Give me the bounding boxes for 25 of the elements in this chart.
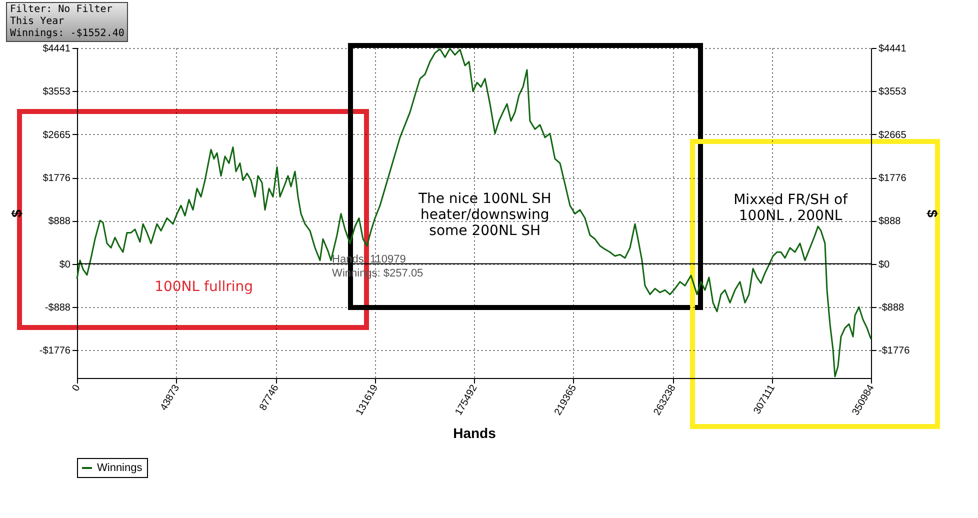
y-axis-title: $: [8, 209, 24, 218]
annotation: 100NL fullring: [154, 279, 254, 296]
y2-tick-label: -$888: [878, 302, 905, 314]
y2-tick-label: $0: [878, 259, 890, 270]
y2-tick-label: $2665: [878, 130, 907, 141]
y-tick-label: $4441: [42, 44, 71, 54]
y-tick-label: $0: [59, 259, 71, 270]
y-tick-label: -$1776: [39, 346, 71, 357]
y2-tick-label: $1776: [878, 173, 907, 184]
y-tick-label: $2665: [42, 130, 71, 141]
y2-axis-title: $: [924, 210, 941, 218]
x-axis-title: Hands: [453, 424, 496, 441]
y-tick-label: $3553: [42, 86, 71, 98]
legend-label: Winnings: [97, 462, 143, 474]
annotation: Mixxed FR/SH of 100NL , 200NL: [732, 192, 849, 224]
filter-info-box: Filter: No Filter This Year Winnings: -$1552.40: [6, 2, 128, 42]
y-tick-label: -$888: [44, 302, 71, 314]
annotation: The nice 100NL SH heater/downswing some 200NL SH: [417, 190, 552, 239]
y2-tick-label: $4441: [878, 44, 907, 54]
y-tick-label: $1776: [42, 173, 71, 184]
y2-tick-label: -$1776: [878, 346, 910, 357]
y-tick-label: $888: [48, 216, 71, 228]
x-tick-label: 0: [70, 382, 83, 394]
y2-tick-label: $3553: [878, 86, 907, 98]
y2-tick-label: $888: [878, 216, 902, 228]
